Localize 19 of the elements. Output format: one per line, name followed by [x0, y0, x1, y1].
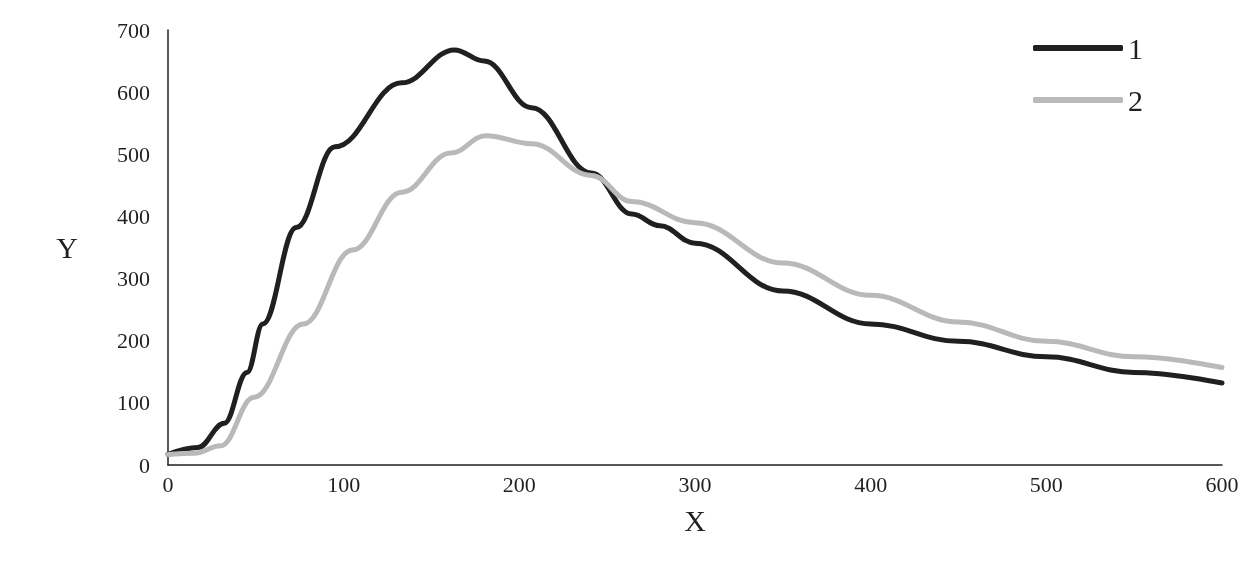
- legend-label: 1: [1128, 31, 1143, 65]
- x-axis-title: X: [684, 503, 707, 537]
- x-tick-label: 400: [854, 471, 888, 497]
- y-tick-label: 300: [117, 266, 150, 292]
- y-tick-label: 700: [117, 17, 150, 43]
- x-tick-label: 500: [1029, 471, 1063, 497]
- x-tick-label: 100: [327, 471, 361, 497]
- y-tick-label: 100: [117, 390, 150, 416]
- x-tick-label: 300: [678, 471, 712, 497]
- x-tick-label: 0: [162, 471, 174, 497]
- y-tick-label: 500: [117, 141, 150, 167]
- legend-label: 2: [1128, 83, 1143, 117]
- x-tick-label: 600: [1205, 471, 1239, 497]
- x-tick-label: 200: [502, 471, 536, 497]
- y-tick-label: 0: [139, 452, 150, 478]
- y-axis-title: Y: [56, 231, 78, 264]
- y-tick-label: 400: [117, 203, 150, 229]
- y-tick-label: 600: [117, 79, 150, 105]
- y-tick-label: 200: [117, 328, 150, 354]
